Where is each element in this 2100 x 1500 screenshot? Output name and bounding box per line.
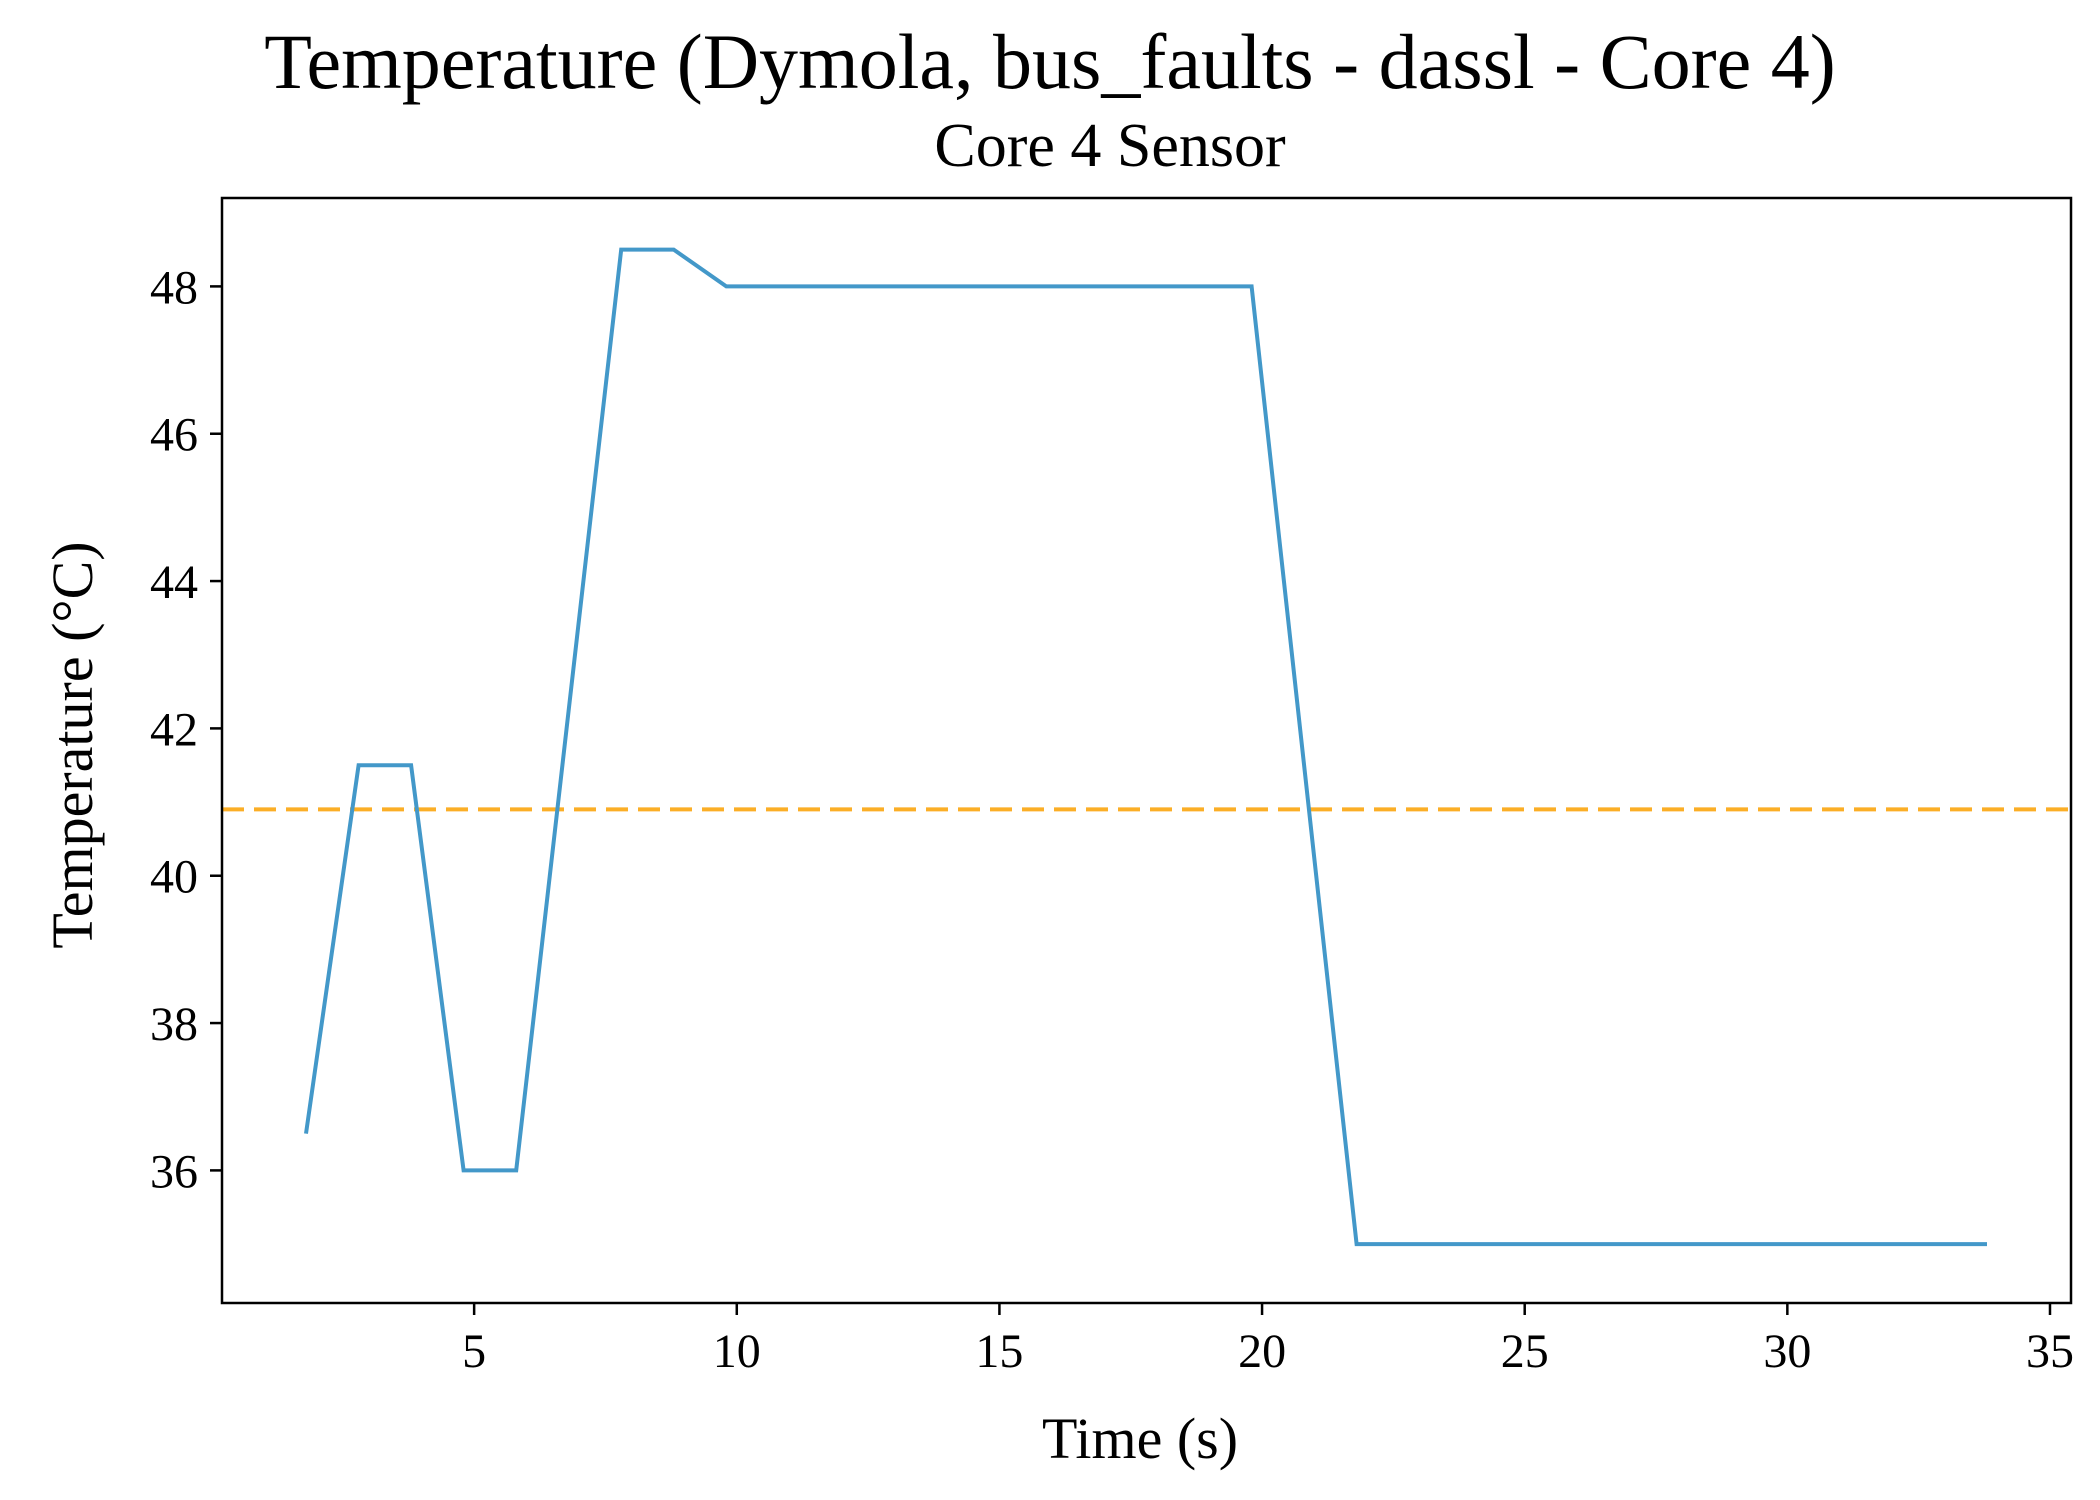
- y-axis-label: Temperature (°C): [40, 541, 105, 948]
- y-axis-ticks: 36 38 40 42 44 46 48: [150, 261, 222, 1198]
- chart-title: Temperature (Dymola, bus_faults - dassl …: [264, 18, 1835, 105]
- y-tick-label: 38: [150, 998, 198, 1051]
- y-tick-label: 40: [150, 851, 198, 904]
- x-axis-label: Time (s): [1042, 1406, 1238, 1471]
- y-tick-label: 44: [150, 556, 198, 609]
- x-tick-label: 20: [1238, 1325, 1286, 1378]
- y-tick-label: 46: [150, 409, 198, 462]
- y-tick-label: 42: [150, 703, 198, 756]
- x-tick-label: 10: [713, 1325, 761, 1378]
- chart-subtitle: Core 4 Sensor: [934, 112, 1286, 180]
- plot-frame: [220, 196, 2073, 1305]
- y-tick-label: 48: [150, 261, 198, 314]
- series-line-0: [304, 247, 1987, 1247]
- plot-area: [222, 247, 2071, 1247]
- x-tick-label: 30: [1763, 1325, 1811, 1378]
- x-tick-label: 25: [1501, 1325, 1549, 1378]
- x-axis-ticks: 5 10 15 20 25 30 35: [462, 1303, 2074, 1378]
- y-tick-label: 36: [150, 1145, 198, 1198]
- x-tick-label: 15: [975, 1325, 1023, 1378]
- x-tick-label: 5: [462, 1325, 486, 1378]
- x-tick-label: 35: [2026, 1325, 2074, 1378]
